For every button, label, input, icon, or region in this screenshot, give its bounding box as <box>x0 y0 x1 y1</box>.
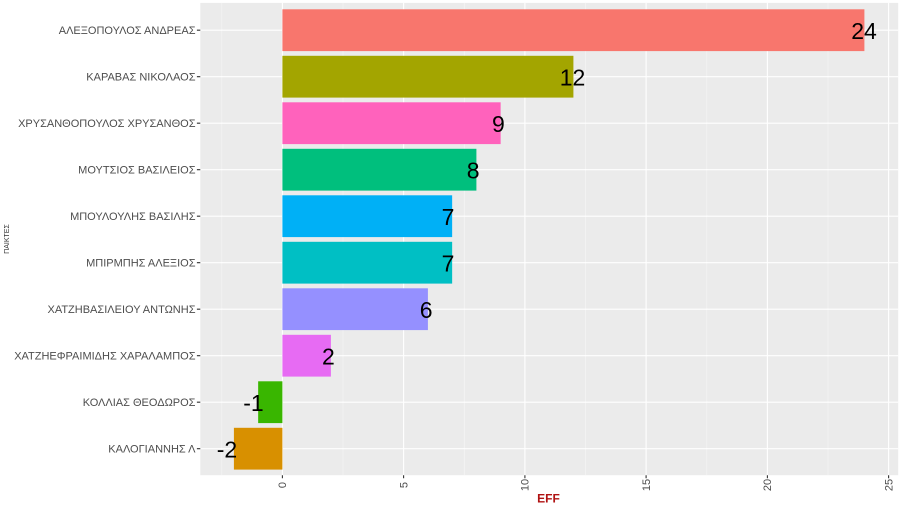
svg-text:ΧΑΤΖΗΕΦΡΑΙΜΙΔΗΣ ΧΑΡΑΛΑΜΠΟΣ: ΧΑΤΖΗΕΦΡΑΙΜΙΔΗΣ ΧΑΡΑΛΑΜΠΟΣ <box>14 351 196 363</box>
svg-text:ΧΡΥΣΑΝΘΟΠΟΥΛΟΣ ΧΡΥΣΑΝΘΟΣ: ΧΡΥΣΑΝΘΟΠΟΥΛΟΣ ΧΡΥΣΑΝΘΟΣ <box>18 118 196 130</box>
svg-text:20: 20 <box>762 479 774 491</box>
svg-text:7: 7 <box>442 204 455 230</box>
svg-text:EFF: EFF <box>537 492 560 506</box>
svg-text:10: 10 <box>520 479 532 491</box>
svg-text:ΜΠΟΥΛΟΥΛΗΣ ΒΑΣΙΛΗΣ: ΜΠΟΥΛΟΥΛΗΣ ΒΑΣΙΛΗΣ <box>70 211 196 223</box>
svg-text:-2: -2 <box>217 437 237 463</box>
svg-text:ΧΑΤΖΗΒΑΣΙΛΕΙΟΥ ΑΝΤΩΝΗΣ: ΧΑΤΖΗΒΑΣΙΛΕΙΟΥ ΑΝΤΩΝΗΣ <box>47 304 195 316</box>
svg-text:ΚΑΛΟΓΙΑΝΝΗΣ Λ: ΚΑΛΟΓΙΑΝΝΗΣ Λ <box>108 444 196 456</box>
svg-text:ΜΠΙΡΜΠΗΣ ΑΛΕΞΙΟΣ: ΜΠΙΡΜΠΗΣ ΑΛΕΞΙΟΣ <box>86 258 196 270</box>
svg-text:12: 12 <box>560 65 586 91</box>
svg-text:6: 6 <box>420 297 433 323</box>
svg-text:-1: -1 <box>243 390 263 416</box>
svg-text:25: 25 <box>883 479 895 491</box>
svg-text:ΚΟΛΛΙΑΣ ΘΕΟΔΩΡΟΣ: ΚΟΛΛΙΑΣ ΘΕΟΔΩΡΟΣ <box>83 397 196 409</box>
svg-text:8: 8 <box>467 158 480 184</box>
svg-text:24: 24 <box>851 18 877 44</box>
svg-text:ΠΑΙΚΤΕΣ: ΠΑΙΚΤΕΣ <box>4 224 11 254</box>
svg-text:ΑΛΕΞΟΠΟΥΛΟΣ ΑΝΔΡΕΑΣ: ΑΛΕΞΟΠΟΥΛΟΣ ΑΝΔΡΕΑΣ <box>59 25 196 37</box>
svg-text:5: 5 <box>398 482 410 488</box>
svg-text:2: 2 <box>322 344 335 370</box>
svg-text:7: 7 <box>442 251 455 277</box>
svg-text:ΚΑΡΑΒΑΣ ΝΙΚΟΛΑΟΣ: ΚΑΡΑΒΑΣ ΝΙΚΟΛΑΟΣ <box>86 72 195 84</box>
svg-text:0: 0 <box>277 482 289 488</box>
svg-text:9: 9 <box>492 111 505 137</box>
svg-text:ΜΟΥΤΣΙΟΣ ΒΑΣΙΛΕΙΟΣ: ΜΟΥΤΣΙΟΣ ΒΑΣΙΛΕΙΟΣ <box>78 165 196 177</box>
svg-text:15: 15 <box>641 479 653 491</box>
